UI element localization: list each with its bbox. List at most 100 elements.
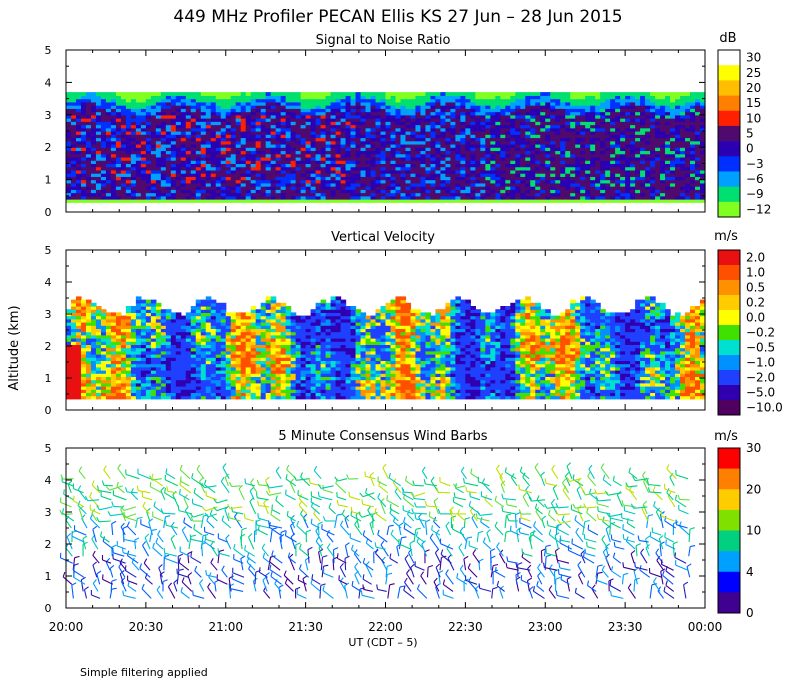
snr-cell xyxy=(460,166,466,171)
snr-cell xyxy=(235,147,242,152)
snr-cell xyxy=(285,134,292,139)
snr-cell xyxy=(305,147,312,152)
snr-cell xyxy=(595,179,601,184)
snr-cell xyxy=(660,111,666,116)
snr-cell xyxy=(655,127,661,132)
snr-cell xyxy=(300,153,307,158)
snr-cell xyxy=(555,134,561,139)
snr-cell xyxy=(530,108,536,113)
snr-cell xyxy=(110,163,117,168)
snr-cell xyxy=(690,147,696,152)
snr-cell xyxy=(315,160,322,164)
y-tick-label: 3 xyxy=(45,109,52,122)
snr-cell xyxy=(175,108,182,113)
snr-cell xyxy=(175,140,182,145)
velocity-cell xyxy=(80,318,87,323)
snr-cell xyxy=(645,98,651,103)
snr-cell xyxy=(525,101,531,106)
snr-cell xyxy=(110,114,117,119)
snr-cell xyxy=(520,118,526,122)
snr-cell xyxy=(680,195,686,200)
snr-cell xyxy=(325,108,332,113)
snr-cell xyxy=(465,163,471,168)
velocity-cell xyxy=(130,363,137,368)
snr-cell xyxy=(685,192,691,197)
snr-cell xyxy=(195,105,202,109)
velocity-cell xyxy=(75,392,82,397)
snr-cell xyxy=(630,153,636,158)
snr-cell xyxy=(405,182,412,187)
snr-cell xyxy=(190,127,197,132)
snr-cell xyxy=(440,160,446,164)
snr-cell xyxy=(560,153,566,158)
snr-cell xyxy=(330,186,337,190)
velocity-cell xyxy=(66,322,72,326)
snr-cell xyxy=(660,127,666,132)
velocity-cell xyxy=(85,322,92,326)
velocity-cell xyxy=(120,328,127,333)
snr-cell xyxy=(205,153,212,158)
snr-cell xyxy=(675,166,681,171)
velocity-cell xyxy=(90,379,97,384)
snr-cell xyxy=(360,101,367,106)
snr-cell xyxy=(645,199,651,203)
snr-cell xyxy=(455,192,461,197)
snr-cell xyxy=(425,95,432,100)
snr-cell xyxy=(570,153,576,158)
snr-cell xyxy=(450,98,456,103)
snr-cell xyxy=(285,101,292,106)
snr-cell xyxy=(595,182,601,187)
snr-cell xyxy=(375,127,382,132)
snr-cell xyxy=(405,140,412,145)
snr-cell xyxy=(575,105,581,109)
snr-cell xyxy=(650,160,656,164)
velocity-cell xyxy=(130,331,137,336)
snr-cell xyxy=(185,173,192,177)
snr-cell xyxy=(105,153,112,158)
snr-cell xyxy=(380,140,387,145)
snr-cell xyxy=(230,186,237,190)
snr-cell xyxy=(465,127,471,132)
snr-cell xyxy=(660,160,666,164)
snr-cell xyxy=(215,166,222,171)
snr-cell xyxy=(90,98,97,103)
snr-cell xyxy=(90,186,97,190)
snr-cell xyxy=(460,143,466,148)
snr-cell xyxy=(665,186,671,190)
snr-cell xyxy=(175,192,182,197)
snr-cell xyxy=(440,186,446,190)
snr-cell xyxy=(250,189,257,194)
snr-cell xyxy=(85,176,92,181)
snr-cell xyxy=(125,156,132,161)
snr-cell xyxy=(500,163,506,168)
snr-cell xyxy=(535,143,541,148)
snr-cell xyxy=(660,169,666,174)
snr-cell xyxy=(415,182,422,187)
snr-cell xyxy=(430,147,437,152)
snr-cell xyxy=(650,153,656,158)
snr-cell xyxy=(310,134,317,139)
velocity-cell xyxy=(75,366,82,371)
snr-cell xyxy=(370,182,377,187)
snr-cell xyxy=(620,182,626,187)
snr-cell xyxy=(180,131,187,135)
snr-cell xyxy=(645,121,651,126)
snr-cell xyxy=(105,147,112,152)
snr-cell xyxy=(80,131,87,135)
snr-cell xyxy=(215,134,222,139)
velocity-cell xyxy=(150,354,157,358)
snr-cell xyxy=(460,105,466,109)
snr-cell xyxy=(580,143,586,148)
snr-cell xyxy=(460,169,466,174)
snr-cell xyxy=(375,179,382,184)
snr-cell xyxy=(145,153,152,158)
snr-cell xyxy=(295,92,302,96)
snr-cell xyxy=(85,192,92,197)
velocity-cell xyxy=(90,334,97,339)
snr-cell xyxy=(165,92,172,96)
snr-cell xyxy=(435,147,442,152)
snr-cell xyxy=(660,105,666,109)
snr-cell xyxy=(505,134,511,139)
snr-cell xyxy=(670,147,676,152)
snr-cell xyxy=(665,108,671,113)
